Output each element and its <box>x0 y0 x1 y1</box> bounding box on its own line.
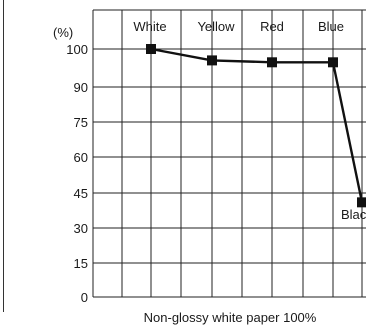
y-tick-label: 45 <box>74 186 88 201</box>
data-point-marker <box>357 197 366 208</box>
label-layer: White Yellow Red Blue Blac <box>133 19 366 222</box>
data-point-marker <box>328 57 338 68</box>
category-label: Blac <box>341 207 366 222</box>
y-tick-label: 100 <box>66 42 88 57</box>
category-label: Red <box>260 19 284 34</box>
y-axis-label: (%) <box>53 25 73 40</box>
x-axis-label: Non-glossy white paper 100% <box>144 310 317 325</box>
series-line <box>150 47 364 203</box>
y-tick-label: 0 <box>81 290 88 305</box>
left-border-rule <box>3 0 4 312</box>
series-layer <box>146 44 366 208</box>
y-tick-label: 90 <box>74 80 88 95</box>
category-label: Yellow <box>197 19 235 34</box>
data-point-marker <box>267 57 277 68</box>
y-tick-label: 75 <box>74 115 88 130</box>
y-tick-label: 60 <box>74 150 88 165</box>
category-label: Blue <box>318 19 344 34</box>
category-label: White <box>133 19 166 34</box>
grid-layer <box>92 9 366 298</box>
data-point-marker <box>146 44 156 54</box>
y-tick-label: 15 <box>74 256 88 271</box>
axis-layer: 0 15 30 45 60 75 90 100 (%) Non-glossy white pape… <box>53 25 317 325</box>
y-tick-label: 30 <box>74 221 88 236</box>
data-point-marker <box>207 55 217 66</box>
